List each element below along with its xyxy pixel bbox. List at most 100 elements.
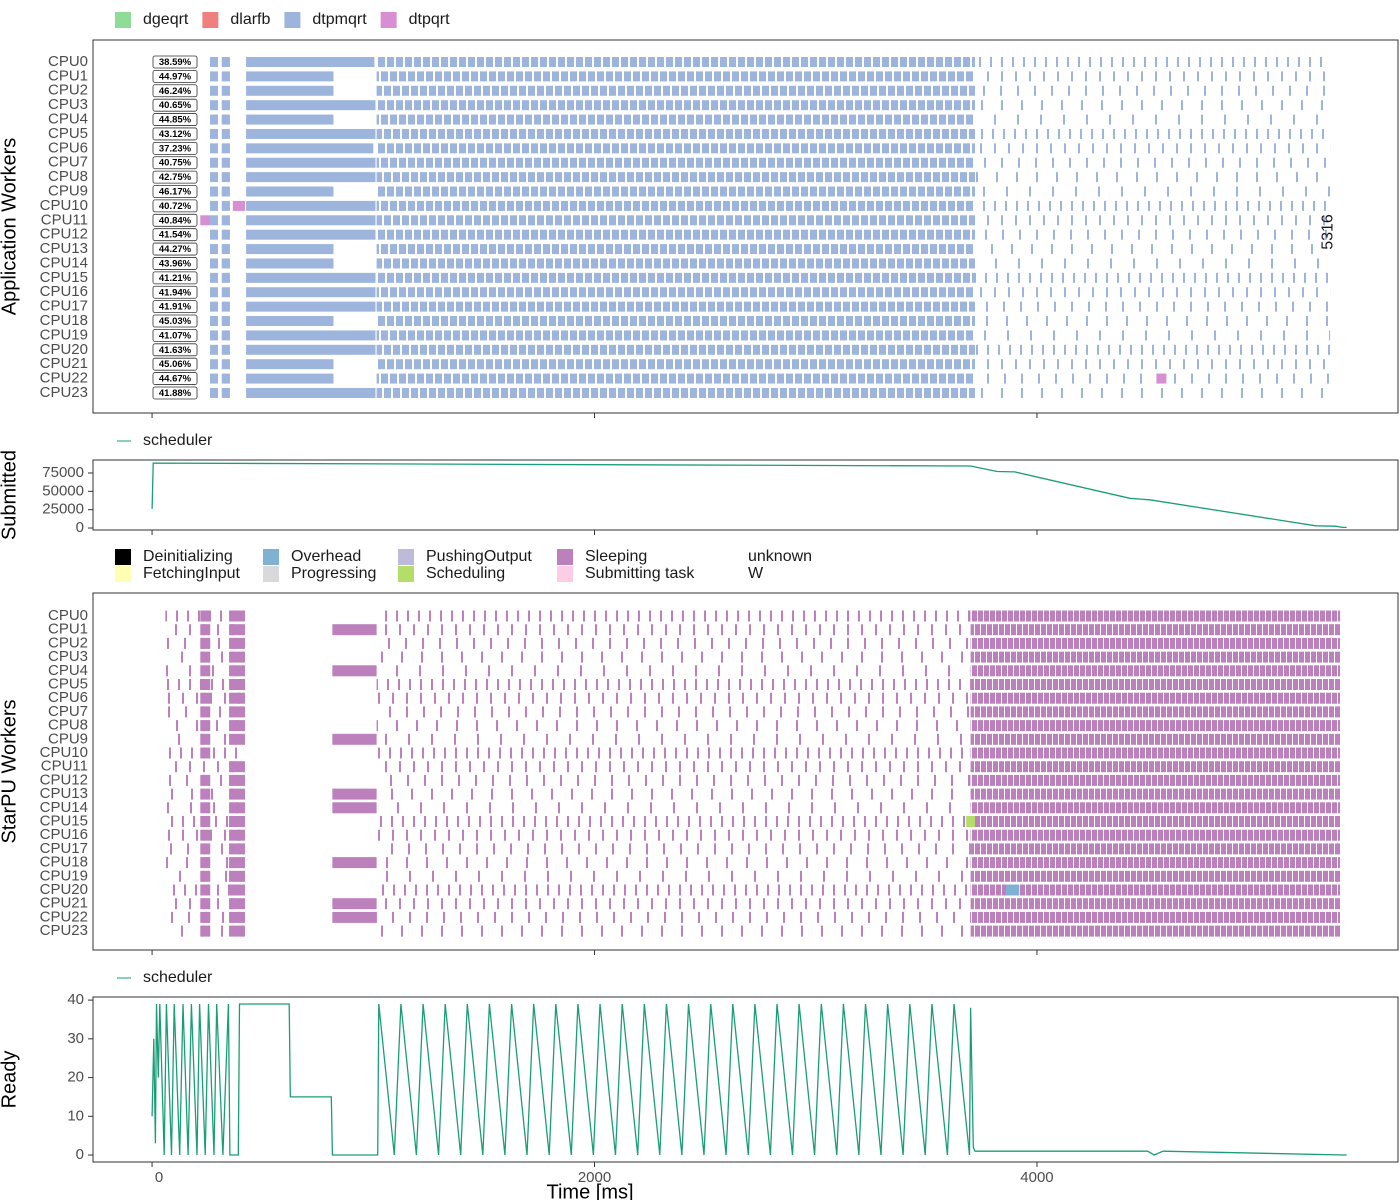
sparse-activity [975,186,1331,197]
state-segment [246,215,376,226]
state-segment [221,229,230,240]
sparse-activity [376,898,971,910]
legend-label: FetchingInput [143,565,241,582]
sparse-activity [975,57,1331,67]
utilization-label: 41.21% [159,273,192,284]
dense-activity [376,172,976,183]
dense-activity [376,272,976,283]
legend-label: dlarfb [230,11,270,28]
row-label: CPU14 [40,799,88,816]
legend-label: W [748,565,764,582]
state-segment [210,143,218,154]
utilization-label: 38.59% [159,57,192,68]
row-label: CPU14 [40,254,88,271]
dense-activity [376,287,976,298]
sparse-activity [376,925,971,937]
state-segment [200,610,211,622]
state-segment [246,373,334,384]
row-label: CPU3 [48,96,88,113]
state-segment [221,100,230,111]
dense-activity [376,258,976,269]
state-segment [229,870,245,882]
label-box [152,199,198,213]
state-segment [246,143,374,154]
row-label: CPU12 [40,771,88,788]
label-box [152,357,198,371]
y-axis-title: StarPU Workers [0,699,20,843]
dense-activity [376,71,976,82]
dense-activity [376,57,976,67]
dense-activity [376,229,976,240]
state-segment [1005,884,1020,896]
x-axis-title: Time [ms] [547,1181,634,1200]
state-segment [200,651,211,663]
state-segment [221,215,230,226]
legend-label: Scheduling [426,565,505,582]
dense-activity [376,301,976,312]
state-segment [246,172,376,183]
state-segment [200,884,211,896]
state-segment [210,359,218,370]
state-segment [246,100,376,111]
dense-activity [970,610,1341,622]
state-segment [229,898,245,910]
row-label: CPU8 [48,168,88,185]
row-label: CPU2 [48,82,88,99]
panel-border [92,459,1399,531]
state-segment [221,157,230,168]
row-label: CPU13 [40,785,88,802]
row-label: CPU2 [48,634,88,651]
row-label: CPU4 [48,662,88,679]
state-segment [200,665,211,677]
panel-border [92,39,1399,414]
state-segment [221,244,230,255]
row-label: CPU15 [40,269,88,286]
sparse-activity [376,747,971,759]
sparse-activity [376,774,971,786]
sparse-activity [975,229,1331,240]
state-segment [332,788,377,800]
x-tick-label: 0 [155,1169,163,1186]
sparse-activity [975,244,1331,255]
legend-swatch [557,549,573,565]
row-label: CPU3 [48,648,88,665]
legend-swatch [398,549,414,565]
label-box [152,69,198,83]
sparse-activity [376,624,971,636]
state-segment [221,200,230,211]
dense-activity [970,720,1341,732]
utilization-label: 37.23% [159,143,192,154]
row-label: CPU1 [48,67,88,84]
utilization-label: 44.85% [159,115,192,126]
dense-activity [970,925,1341,937]
state-segment [221,71,230,82]
y-tick-label: 0 [76,1146,84,1163]
row-label: CPU10 [40,197,88,214]
sparse-activity [975,100,1331,111]
y-axis-title: Application Workers [0,138,20,315]
dense-activity [970,624,1341,636]
utilization-label: 40.72% [159,201,192,212]
state-segment [210,157,218,168]
row-label: CPU5 [48,125,88,142]
row-label: CPU7 [48,154,88,171]
legend-label: Sleeping [585,548,647,565]
utilization-label: 44.97% [159,71,192,82]
dense-activity [376,316,976,327]
dense-activity [970,816,1341,827]
state-segment [200,215,211,226]
legend-swatch [115,566,131,582]
legend-swatch [115,12,131,28]
legend-swatch [380,12,397,28]
state-segment [221,373,230,384]
state-segment [229,665,245,677]
y-tick-label: 50000 [42,482,84,499]
state-segment [200,774,211,786]
y-tick-label: 0 [76,519,84,536]
row-label: CPU9 [48,182,88,199]
dense-activity [970,706,1341,718]
sparse-activity [376,637,971,649]
dense-activity [376,344,976,355]
state-segment [246,85,334,96]
dense-activity [970,884,1341,896]
